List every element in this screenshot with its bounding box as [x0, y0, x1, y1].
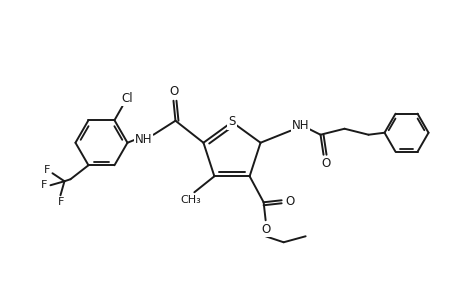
- Text: F: F: [58, 197, 65, 207]
- Text: O: O: [260, 223, 270, 236]
- Text: F: F: [44, 165, 50, 175]
- Text: O: O: [169, 85, 179, 98]
- Text: O: O: [320, 157, 330, 170]
- Text: Cl: Cl: [121, 92, 133, 105]
- Text: O: O: [285, 195, 294, 208]
- Text: NH: NH: [134, 133, 152, 146]
- Text: NH: NH: [291, 119, 308, 132]
- Text: S: S: [228, 115, 235, 128]
- Text: CH₃: CH₃: [179, 195, 200, 205]
- Text: F: F: [41, 180, 48, 190]
